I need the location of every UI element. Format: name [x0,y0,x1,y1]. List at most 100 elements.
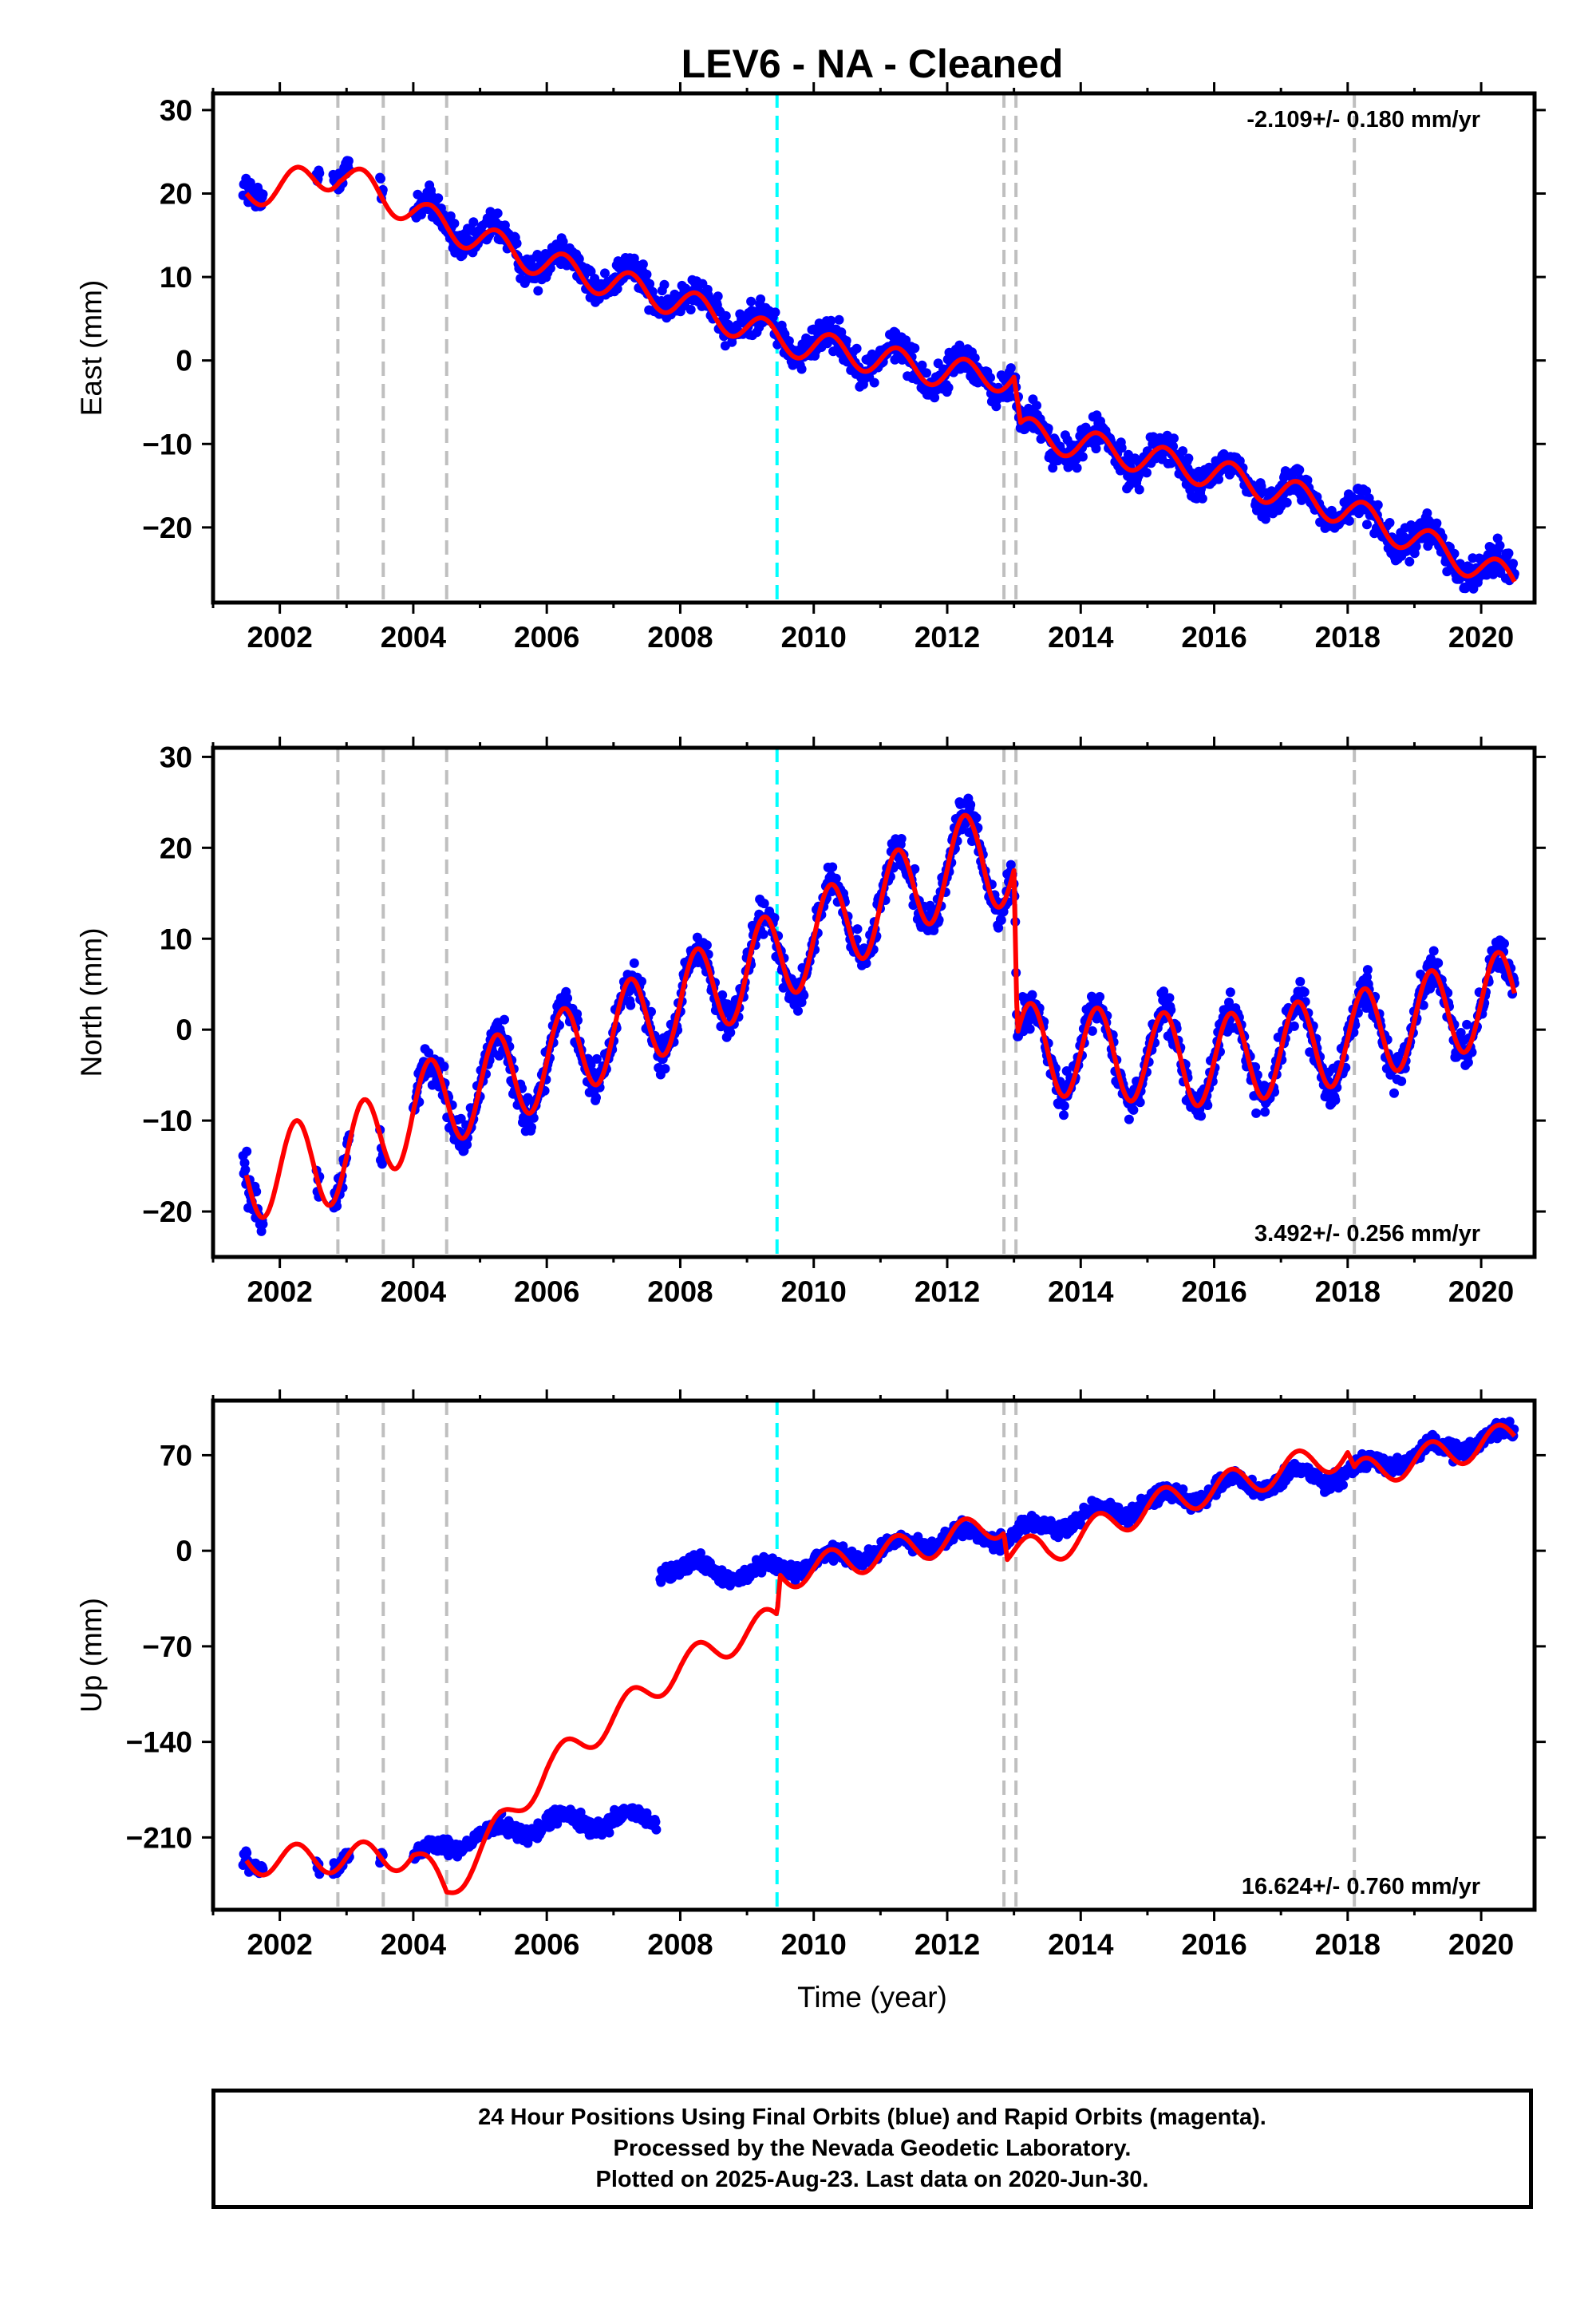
data-point [1305,1047,1315,1057]
data-point [796,364,807,374]
data-point [746,296,757,306]
data-point [1411,541,1421,551]
x-tick-label: 2008 [647,1928,713,1961]
data-point [445,211,456,221]
data-point [439,1061,449,1072]
x-tick-label: 2020 [1448,1928,1514,1961]
data-point [629,958,639,968]
model-line [243,812,1517,1220]
data-point [1488,569,1499,579]
data-point [717,990,728,1000]
x-tick-label: 2006 [514,1275,579,1308]
data-point [917,360,927,370]
data-point [1302,475,1313,485]
data-point [1059,1110,1069,1120]
data-point [492,208,503,219]
data-point [1116,443,1127,453]
up-panel: 2002 2004 2006 2008 2010 2012 2014 2016 2018 2020… [75,1389,1546,1961]
data-point [861,958,871,969]
data-point [1027,990,1037,1000]
data-point [1508,559,1519,569]
data-point [799,990,809,1001]
x-tick-label: 2002 [247,621,312,654]
x-tick-label: 2014 [1048,621,1114,654]
chart-title: LEV6 - NA - Cleaned [681,41,1064,86]
x-tick-label: 2006 [514,621,579,654]
data-point [1289,1021,1299,1031]
data-point [1432,518,1442,528]
data-point [586,1060,596,1070]
caption-line: Plotted on 2025-Aug-23. Last data on 202… [595,2167,1149,2192]
y-tick-label: 0 [176,345,192,377]
plot-area [238,1417,1519,1895]
data-point [1166,1005,1176,1015]
data-point [1203,1101,1213,1110]
rate-annotation: -2.109+/- 0.180 mm/yr [1246,107,1480,132]
data-point [1503,548,1514,559]
data-point [638,259,648,270]
data-point [1077,452,1088,462]
y-tick-label: 0 [176,1535,192,1567]
data-point [701,940,712,951]
data-point [1225,987,1235,998]
data-point [841,336,851,346]
x-tick-label: 2018 [1315,1928,1381,1961]
rate-annotation: 16.624+/- 0.760 mm/yr [1242,1874,1480,1899]
data-point [1032,401,1041,411]
data-point [417,209,426,219]
model-line [244,1422,1517,1895]
data-point [251,1187,262,1197]
x-tick-label: 2014 [1048,1928,1114,1961]
data-point [1463,1057,1473,1068]
x-tick-label: 2008 [647,1275,713,1308]
model-line [244,164,1517,583]
data-point [1433,958,1444,968]
caption-line: Processed by the Nevada Geodetic Laborat… [613,2136,1132,2161]
x-tick-label: 2010 [781,621,847,654]
data-point [424,1048,434,1058]
y-tick-label: 20 [160,178,192,211]
data-point [971,812,982,823]
plot-frame [211,745,1537,1259]
x-tick-label: 2004 [381,1275,447,1308]
data-point [600,268,610,279]
y-tick-label: 30 [160,741,192,773]
x-tick-label: 2002 [247,1928,312,1961]
data-point [1422,508,1432,518]
data-point [1048,463,1058,473]
plot-area [238,793,1519,1236]
y-axis-label: North (mm) [75,927,108,1077]
y-tick-label: −70 [142,1630,192,1663]
y-tick-label: −210 [126,1821,192,1854]
data-point [1059,1101,1069,1111]
x-tick-label: 2004 [381,621,447,654]
data-point [725,1027,736,1037]
data-point [1499,939,1509,949]
data-point [533,286,543,296]
x-tick-label: 2016 [1181,1928,1246,1961]
data-point [343,156,354,166]
data-point [1362,520,1372,530]
data-point [1164,993,1175,1003]
data-point [852,924,863,935]
data-point [651,1824,662,1835]
data-point [612,283,622,294]
data-point [242,1848,252,1858]
data-point [759,899,769,909]
data-point [456,1113,466,1124]
data-point [1294,464,1305,475]
data-point [758,929,768,939]
data-point [1428,946,1439,956]
data-point [500,1014,509,1025]
data-point [256,1226,267,1236]
data-point [1260,1107,1270,1117]
data-point [591,1053,602,1064]
x-tick-label: 2008 [647,621,713,654]
y-axis-label: Up (mm) [75,1598,108,1713]
data-point [626,1000,636,1010]
data-point [1462,1019,1472,1030]
data-point [769,913,780,923]
east-panel: 2002 2004 2006 2008 2010 2012 2014 2016 2018 2020… [75,82,1546,654]
x-tick-label: 2012 [915,621,980,654]
data-point [1005,392,1015,402]
